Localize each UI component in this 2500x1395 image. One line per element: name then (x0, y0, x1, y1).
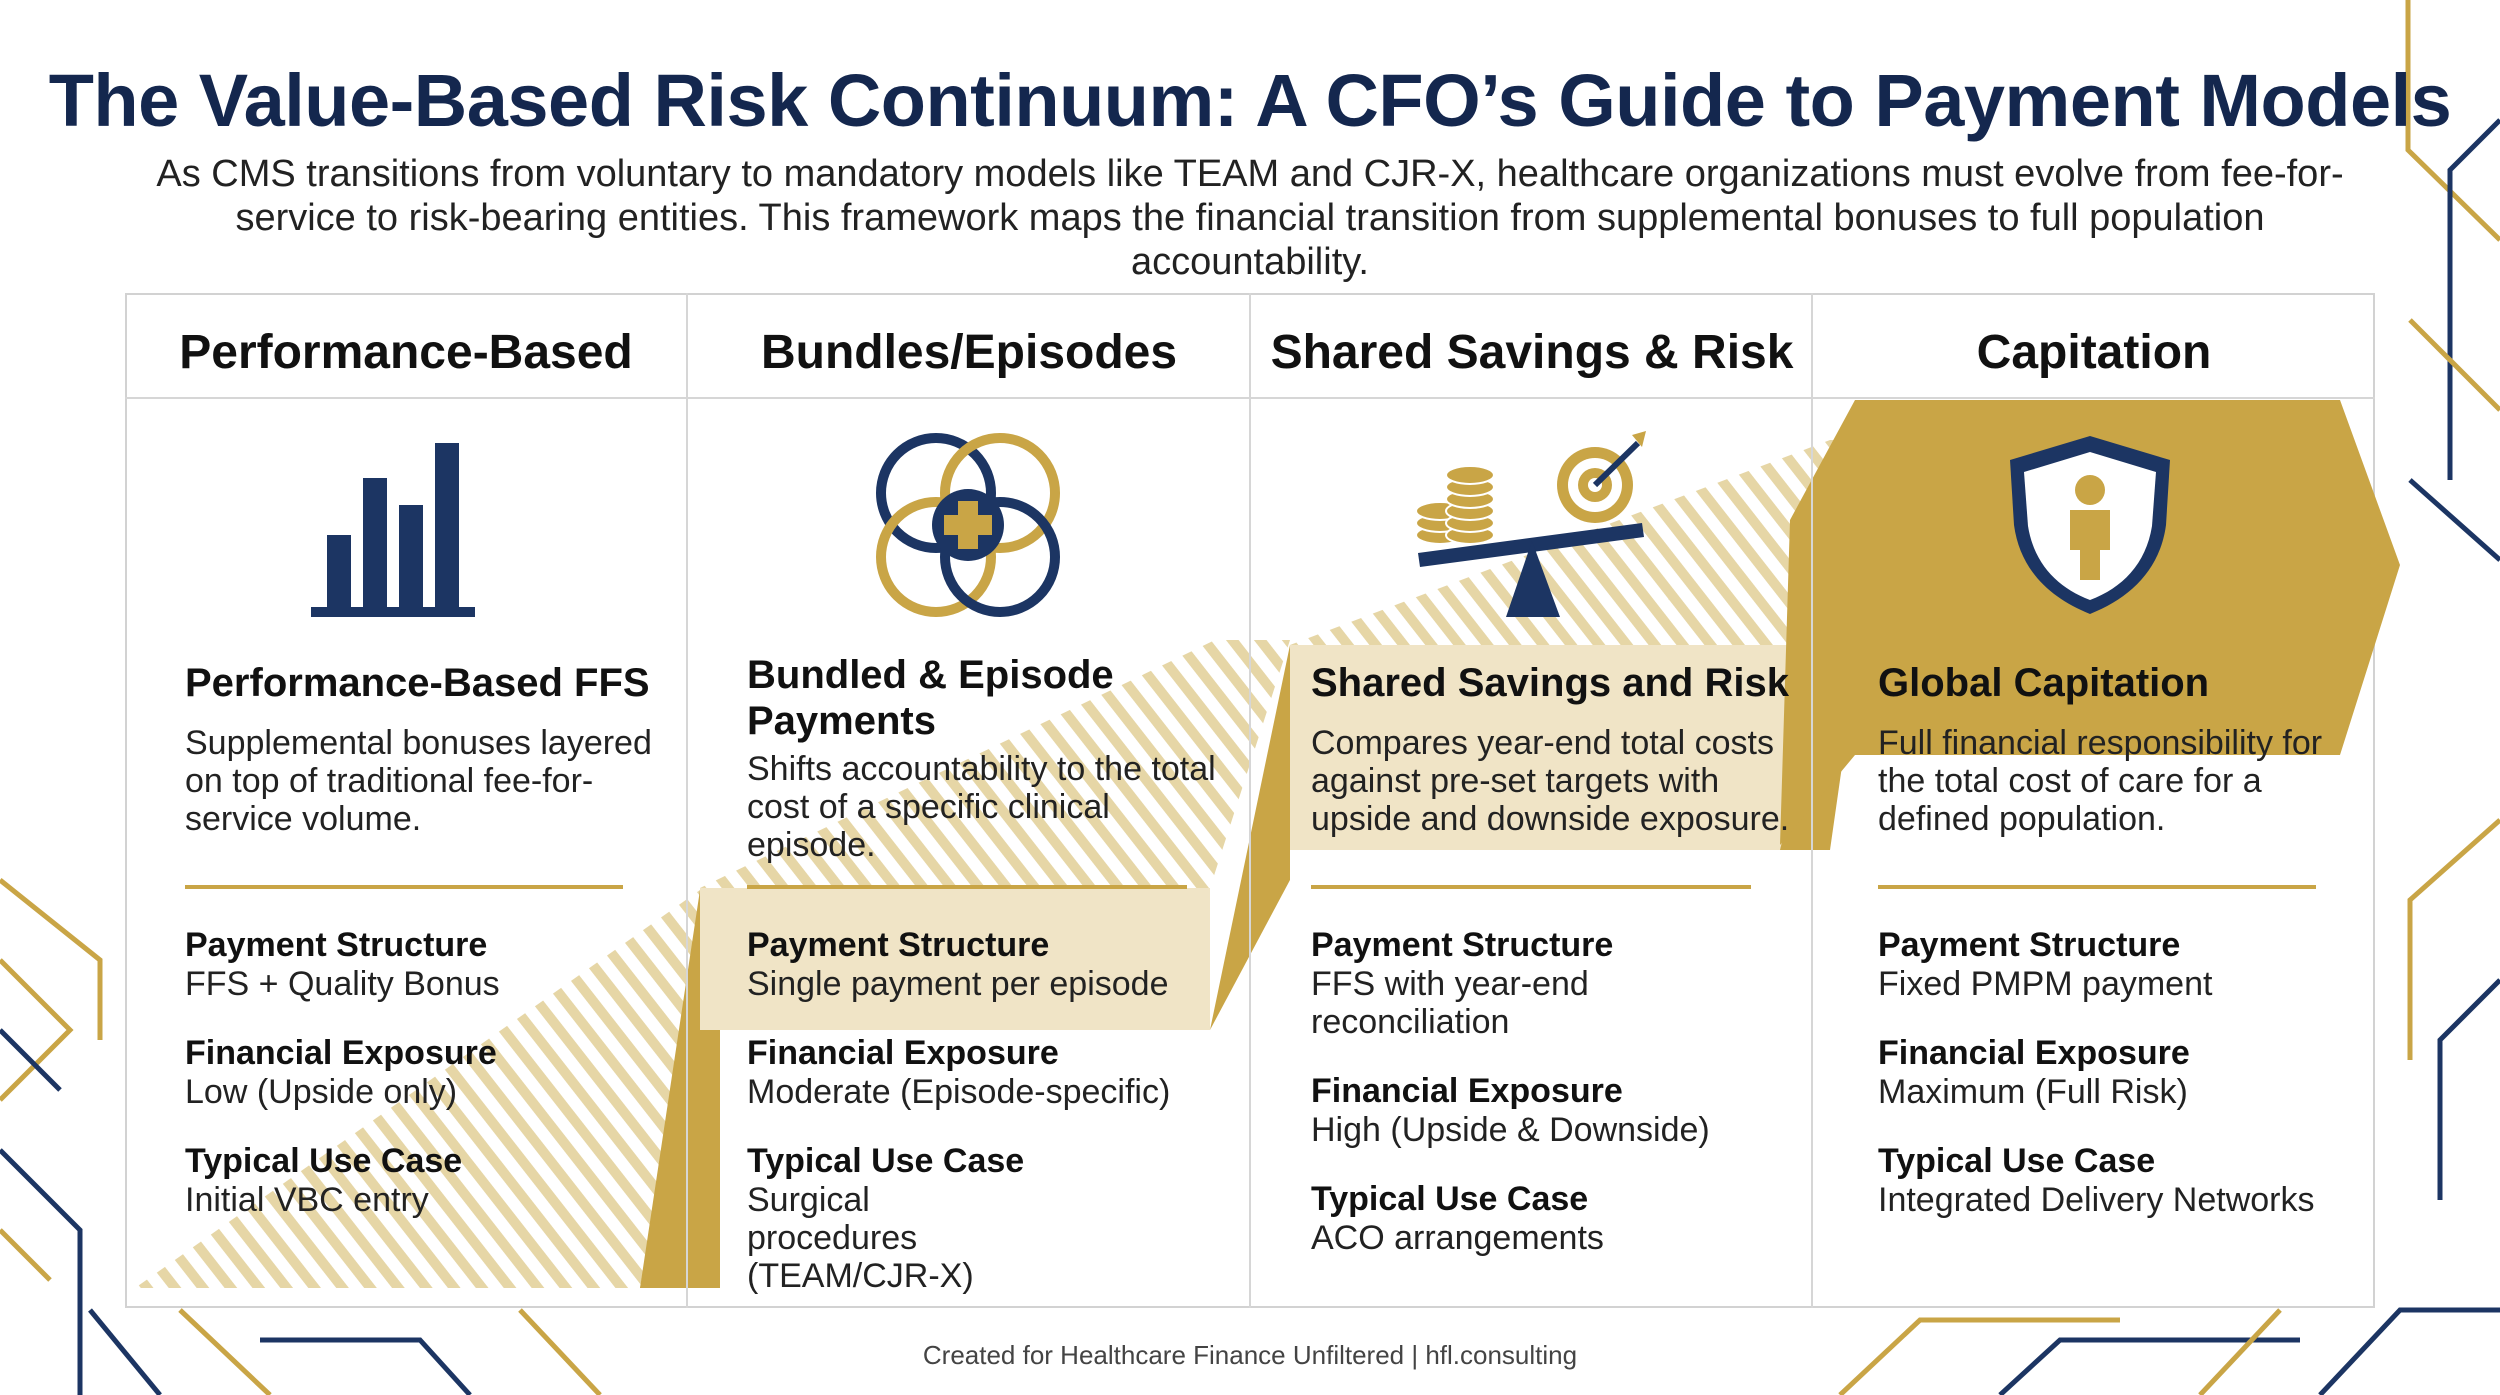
divider-rule (185, 885, 623, 889)
model-title: Performance-Based FFS (185, 661, 650, 705)
payment-structure-label: Payment Structure (185, 926, 488, 964)
payment-structure-label: Payment Structure (747, 926, 1050, 964)
payment-structure-value: Single payment per episode (747, 965, 1169, 1003)
header-divider (125, 397, 2375, 399)
payment-structure-label: Payment Structure (1878, 926, 2181, 964)
page-subtitle: As CMS transitions from voluntary to man… (156, 153, 2344, 283)
model-block-capitation: Global Capitation Full financial respons… (1878, 660, 2338, 838)
use-case-value: ACO arrangements (1311, 1219, 1604, 1257)
details-performance: Payment Structure FFS + Quality Bonus Fi… (185, 925, 655, 1249)
divider-rule (1311, 885, 1751, 889)
use-case-label: Typical Use Case (747, 1142, 1025, 1180)
financial-exposure-value: Maximum (Full Risk) (1878, 1073, 2188, 1111)
model-title: Global Capitation (1878, 661, 2210, 705)
use-case-label: Typical Use Case (1878, 1142, 2156, 1180)
payment-structure-value: FFS + Quality Bonus (185, 965, 500, 1003)
page-title: The Value-Based Risk Continuum: A CFO’s … (48, 59, 2452, 142)
footer-credit: Created for Healthcare Finance Unfiltere… (922, 1340, 1578, 1370)
financial-exposure-label: Financial Exposure (1878, 1034, 2190, 1072)
details-shared-savings: Payment Structure FFS with year-end reco… (1311, 925, 1791, 1287)
divider-rule (1878, 885, 2316, 889)
column-divider (1811, 293, 1813, 1308)
financial-exposure-value: High (Upside & Downside) (1311, 1111, 1710, 1149)
model-description: Compares year-end total costs against pr… (1311, 724, 1790, 838)
model-block-shared-savings: Shared Savings and Risk Compares year-en… (1311, 660, 1791, 838)
financial-exposure-value: Moderate (Episode-specific) (747, 1073, 1171, 1111)
use-case-value: Initial VBC entry (185, 1181, 429, 1219)
financial-exposure-value: Low (Upside only) (185, 1073, 458, 1111)
model-description: Shifts accountability to the total cost … (747, 750, 1216, 864)
payment-structure-label: Payment Structure (1311, 926, 1614, 964)
column-header-performance-based: Performance-Based (179, 326, 633, 379)
column-header-capitation: Capitation (1976, 326, 2212, 379)
shield-person-icon (2010, 436, 2170, 614)
coins-balance-target-icon (1415, 431, 1646, 617)
column-divider (686, 293, 688, 1308)
column-divider (1249, 293, 1251, 1308)
model-block-bundles: Bundled & Episode Payments Shifts accoun… (747, 652, 1217, 864)
payment-structure-value: Fixed PMPM payment (1878, 965, 2213, 1003)
interlocking-circles-medical-cross-icon (876, 433, 1060, 617)
model-block-performance: Performance-Based FFS Supplemental bonus… (185, 660, 655, 838)
model-description: Full financial responsibility for the to… (1878, 724, 2323, 838)
column-header-shared-savings-risk: Shared Savings & Risk (1270, 326, 1794, 379)
financial-exposure-label: Financial Exposure (185, 1034, 497, 1072)
details-bundles: Payment Structure Single payment per epi… (747, 925, 1207, 1325)
payment-structure-value: FFS with year-end reconciliation (1311, 965, 1589, 1041)
use-case-label: Typical Use Case (185, 1142, 463, 1180)
use-case-value: Surgical procedures (TEAM/CJR-X) (747, 1181, 974, 1295)
financial-exposure-label: Financial Exposure (747, 1034, 1059, 1072)
use-case-value: Integrated Delivery Networks (1878, 1181, 2315, 1219)
use-case-label: Typical Use Case (1311, 1180, 1589, 1218)
model-title: Shared Savings and Risk (1311, 661, 1789, 705)
model-description: Supplemental bonuses layered on top of t… (185, 724, 652, 838)
model-title: Bundled & Episode Payments (747, 653, 1114, 743)
column-header-bundles-episodes: Bundles/Episodes (760, 326, 1178, 379)
bar-chart-icon (311, 443, 475, 617)
financial-exposure-label: Financial Exposure (1311, 1072, 1623, 1110)
details-capitation: Payment Structure Fixed PMPM payment Fin… (1878, 925, 2348, 1249)
divider-rule (747, 885, 1187, 889)
